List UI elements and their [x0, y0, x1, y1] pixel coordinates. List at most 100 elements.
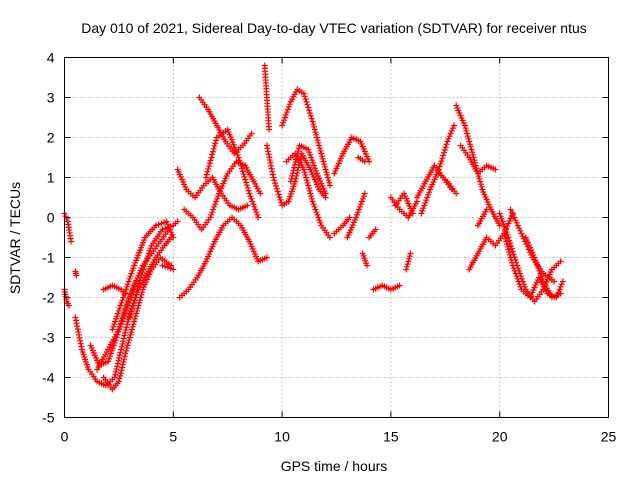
- data-point-interp: [120, 358, 127, 365]
- data-point: [396, 282, 403, 289]
- data-point-interp: [320, 158, 327, 165]
- data-point-interp: [136, 299, 143, 306]
- data-point: [115, 378, 122, 385]
- data-point-interp: [252, 206, 259, 213]
- data-point: [418, 210, 425, 217]
- y-tick-label: 1: [47, 170, 55, 186]
- data-point-interp: [478, 183, 485, 190]
- data-point-interp: [323, 169, 330, 176]
- data-point-interp: [168, 229, 175, 236]
- data-point-interp: [275, 191, 282, 198]
- series-trace-31: [403, 250, 414, 273]
- data-point: [505, 234, 512, 241]
- data-point-interp: [161, 219, 168, 226]
- data-point-interp: [144, 255, 151, 262]
- data-point-interp: [212, 140, 219, 147]
- data-point-interp: [140, 266, 147, 273]
- data-point-interp: [132, 294, 139, 301]
- data-point-interp: [354, 211, 361, 218]
- data-point-interp: [164, 224, 171, 231]
- data-point-interp: [141, 263, 148, 270]
- series-trace-23: [331, 214, 353, 237]
- data-point-interp: [132, 313, 139, 320]
- data-point-interp: [111, 321, 118, 328]
- data-point-interp: [119, 361, 126, 368]
- series-trace-10: [126, 218, 181, 321]
- data-point-interp: [112, 371, 119, 378]
- data-point-interp: [169, 231, 176, 238]
- data-point-interp: [308, 195, 315, 202]
- data-point-interp: [421, 202, 428, 209]
- data-point: [483, 206, 490, 213]
- data-point: [266, 126, 273, 133]
- data-point-interp: [315, 139, 322, 146]
- data-point-interp: [112, 368, 119, 375]
- data-point: [353, 214, 360, 221]
- data-point: [451, 122, 458, 129]
- data-point-interp: [499, 218, 506, 225]
- data-point-interp: [319, 155, 326, 162]
- data-point-interp: [123, 324, 130, 331]
- data-point-interp: [281, 117, 288, 124]
- data-point-interp: [158, 220, 165, 227]
- data-point-interp: [109, 345, 116, 352]
- data-point-interp: [105, 355, 112, 362]
- data-point-interp: [240, 171, 247, 178]
- data-point-interp: [276, 194, 283, 201]
- data-point-interp: [134, 305, 141, 312]
- data-point-interp: [532, 257, 539, 264]
- data-point-interp: [477, 181, 484, 188]
- data-point-interp: [117, 349, 124, 356]
- data-point-interp: [116, 354, 123, 361]
- data-point-interp: [272, 180, 279, 187]
- data-point-interp: [155, 221, 162, 228]
- data-points: [61, 62, 566, 393]
- data-point: [531, 254, 538, 261]
- data-point-interp: [307, 151, 314, 158]
- data-point: [235, 154, 242, 161]
- data-point-interp: [122, 307, 129, 314]
- data-point-interp: [121, 291, 128, 298]
- data-point-interp: [285, 103, 292, 110]
- data-point: [326, 182, 333, 189]
- data-point-interp: [443, 141, 450, 148]
- data-point-interp: [110, 323, 117, 330]
- data-point-interp: [311, 162, 318, 169]
- data-point: [170, 266, 177, 273]
- data-point: [170, 234, 177, 241]
- data-point: [444, 138, 451, 145]
- data-point-interp: [438, 158, 445, 165]
- data-point-interp: [308, 115, 315, 122]
- data-point: [159, 262, 166, 269]
- y-tick-label: -1: [42, 250, 55, 266]
- data-point-interp: [122, 329, 129, 336]
- data-point: [207, 214, 214, 221]
- data-point: [300, 166, 307, 173]
- data-point: [309, 118, 316, 125]
- data-point-interp: [210, 145, 217, 152]
- data-point-interp: [538, 273, 545, 280]
- data-point-interp: [519, 233, 526, 240]
- data-point-interp: [143, 258, 150, 265]
- data-point-interp: [124, 321, 131, 328]
- data-point: [557, 290, 564, 297]
- series-trace-35: [453, 102, 503, 229]
- data-point-interp: [502, 226, 509, 233]
- data-point-interp: [237, 160, 244, 167]
- x-tick-label: 0: [61, 429, 69, 445]
- data-point-interp: [305, 185, 312, 192]
- data-point-interp: [313, 131, 320, 138]
- y-tick-label: 0: [47, 210, 55, 226]
- data-point-interp: [509, 211, 516, 218]
- data-point-interp: [128, 329, 135, 336]
- data-point-interp: [206, 160, 213, 167]
- data-point-interp: [271, 177, 278, 184]
- data-point-interp: [325, 177, 332, 184]
- data-point-interp: [128, 308, 135, 315]
- data-point-interp: [288, 175, 295, 182]
- data-point-interp: [308, 193, 315, 200]
- data-point-interp: [248, 195, 255, 202]
- data-point-interp: [465, 135, 472, 142]
- data-point-interp: [117, 302, 124, 309]
- data-point-interp: [464, 130, 471, 137]
